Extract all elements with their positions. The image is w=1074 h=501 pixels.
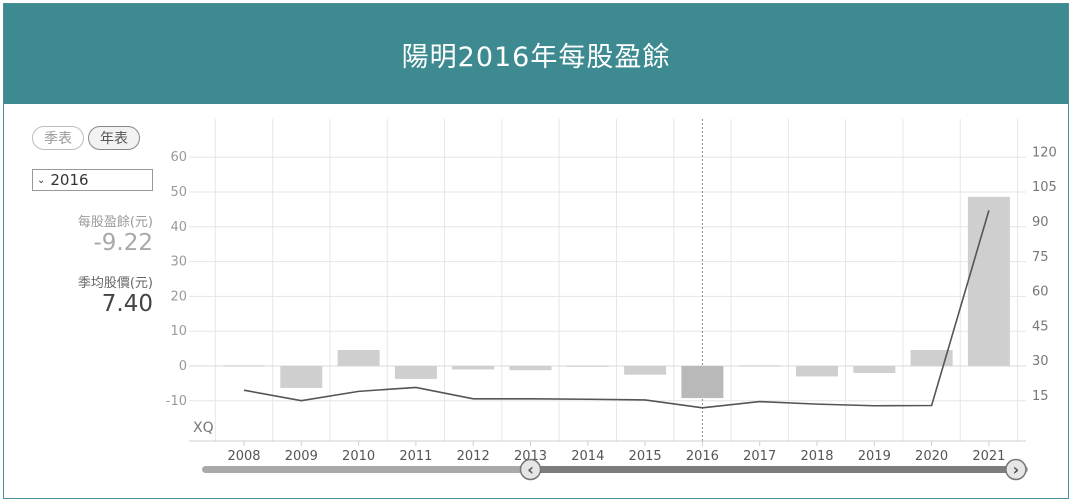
chevron-down-icon: ⌄ [37, 174, 46, 186]
slider-left-handle[interactable] [519, 458, 542, 481]
eps-bar [624, 366, 667, 375]
eps-value: -9.22 [93, 230, 153, 256]
slider-right-handle[interactable] [1005, 458, 1027, 481]
x-tick-label: 2011 [399, 449, 432, 464]
x-tick-label: 2009 [285, 449, 318, 464]
tab-quarterly[interactable]: 季表 [32, 126, 84, 150]
y-left-tick-label: -10 [166, 394, 187, 409]
x-tick-label: 2021 [972, 449, 1005, 464]
x-tick-label: 2013 [514, 449, 547, 464]
eps-bar [681, 366, 724, 399]
y-left-tick-label: 20 [170, 289, 187, 304]
y-right-tick-label: 120 [1032, 145, 1057, 160]
eps-bar [796, 366, 838, 377]
y-left-tick-label: 40 [170, 220, 187, 235]
bar-series [223, 196, 1010, 399]
y-left-tick-label: 30 [170, 255, 187, 270]
eps-bar [566, 365, 609, 367]
y-left-tick-label: 0 [179, 359, 187, 374]
metrics-panel: 每股盈餘(元) -9.22 季均股價(元) 7.40 [32, 4, 153, 498]
y-left-tick-label: 60 [170, 150, 187, 165]
slider-right-chevron-icon: › [1013, 460, 1020, 479]
y-right-tick-label: 75 [1032, 250, 1049, 265]
page-title: 陽明2016年每股盈餘 [4, 4, 1068, 104]
price-line [243, 210, 990, 409]
y-left-tick-label: 10 [170, 324, 187, 339]
x-tick-label: 2008 [227, 449, 260, 464]
y-right-tick-label: 45 [1032, 319, 1049, 334]
y-right-tick-label: 15 [1032, 389, 1049, 404]
range-slider[interactable]: ‹ › [202, 458, 1028, 481]
eps-bar [967, 196, 1010, 366]
eps-bar [910, 349, 953, 366]
x-tick-label: 2020 [915, 449, 948, 464]
x-tick-label: 2016 [686, 449, 719, 464]
y-right-tick-label: 105 [1032, 180, 1057, 195]
period-tabs: 季表 年表 [32, 126, 140, 150]
year-select-value: 2016 [50, 171, 89, 189]
x-tick-label: 2017 [743, 449, 776, 464]
tab-annual[interactable]: 年表 [88, 126, 140, 150]
eps-bar [509, 366, 552, 371]
y-right-tick-label: 60 [1032, 285, 1049, 300]
slider-left-chevron-icon: ‹ [527, 460, 534, 479]
price-value: 7.40 [101, 291, 153, 317]
eps-bar [394, 366, 437, 379]
x-tick-label: 2015 [629, 449, 662, 464]
eps-bar [223, 365, 265, 367]
eps-bar [337, 349, 380, 366]
price-label: 季均股價(元) [77, 276, 153, 291]
x-tick-label: 2014 [571, 449, 604, 464]
eps-bar [280, 366, 323, 388]
year-select[interactable]: ⌄ 2016 [32, 169, 153, 191]
xq-watermark: XQ [193, 420, 214, 436]
slider-selected-range [530, 466, 1016, 473]
x-tick-label: 2018 [800, 449, 833, 464]
x-tick-label: 2019 [858, 449, 891, 464]
y-right-tick-label: 90 [1032, 215, 1049, 230]
price-line-series [243, 210, 990, 409]
x-tick-label: 2012 [457, 449, 490, 464]
eps-bar [452, 366, 495, 370]
y-left-tick-label: 50 [170, 185, 187, 200]
eps-label: 每股盈餘(元) [77, 215, 153, 230]
eps-bar [738, 365, 781, 367]
y-right-tick-label: 30 [1032, 354, 1049, 369]
chart-card: 陽明2016年每股盈餘 季表 年表 ⌄ 2016 每股盈餘(元) -9.22 季… [3, 3, 1069, 499]
x-tick-label: 2010 [342, 449, 375, 464]
eps-bar [853, 366, 896, 373]
grid [189, 119, 1026, 442]
